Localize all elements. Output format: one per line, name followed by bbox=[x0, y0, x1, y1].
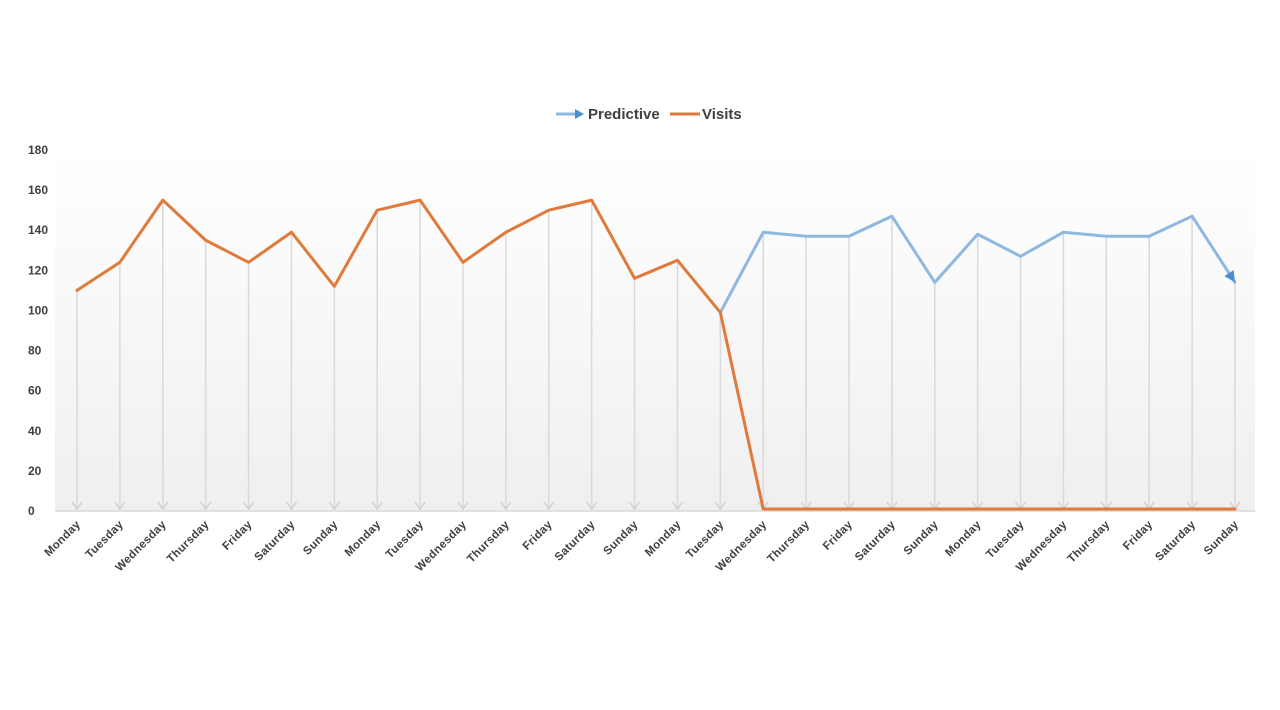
x-tick-label: Friday bbox=[221, 518, 255, 552]
drop-line-arrowhead bbox=[71, 501, 83, 511]
x-tick-label: Sunday bbox=[902, 518, 941, 557]
y-tick-label: 20 bbox=[28, 464, 42, 478]
drop-line-arrowhead bbox=[671, 501, 684, 511]
drop-line-arrowhead bbox=[500, 501, 512, 511]
y-tick-label: 0 bbox=[28, 504, 35, 518]
x-tick-label: Tuesday bbox=[684, 518, 727, 561]
y-tick-label: 60 bbox=[28, 384, 42, 398]
x-tick-label: Sunday bbox=[301, 518, 340, 557]
x-tick-label: Monday bbox=[943, 518, 984, 559]
drop-line-arrowhead bbox=[200, 501, 212, 511]
series-predictive-line bbox=[718, 214, 1237, 314]
x-tick-label: Thursday bbox=[465, 518, 512, 565]
y-tick-label: 120 bbox=[28, 263, 48, 277]
x-tick-label: Thursday bbox=[1066, 518, 1113, 565]
y-axis: 0 20 40 60 80 100 120 140 160 180 bbox=[28, 143, 1255, 518]
x-tick-label: Tuesday bbox=[384, 518, 427, 561]
y-tick-label: 160 bbox=[28, 183, 48, 197]
drop-line-arrowhead bbox=[285, 501, 298, 511]
drop-lines bbox=[71, 200, 1241, 511]
drop-line-arrowhead bbox=[328, 501, 340, 511]
drop-line-arrowhead bbox=[543, 501, 555, 511]
x-tick-label: Friday bbox=[821, 518, 855, 552]
x-tick-label: Friday bbox=[521, 518, 555, 552]
legend-item-visits: Visits bbox=[670, 106, 742, 123]
legend-label-visits: Visits bbox=[702, 106, 742, 123]
x-tick-label: Monday bbox=[43, 518, 84, 559]
x-tick-label: Friday bbox=[1121, 518, 1155, 552]
x-tick-label: Saturday bbox=[1153, 518, 1198, 563]
y-tick-label: 180 bbox=[28, 143, 48, 157]
series-layer bbox=[75, 198, 1237, 511]
drop-line-arrowhead bbox=[242, 501, 255, 511]
x-tick-label: Sunday bbox=[1202, 518, 1241, 557]
drop-line-arrowhead bbox=[457, 501, 469, 511]
legend-arrow-icon bbox=[575, 109, 584, 119]
y-tick-label: 140 bbox=[28, 223, 48, 237]
x-tick-label: Saturday bbox=[253, 518, 298, 563]
drop-line-arrowhead bbox=[586, 501, 598, 511]
legend-item-predictive: Predictive bbox=[556, 106, 660, 123]
x-tick-label: Sunday bbox=[602, 518, 641, 557]
series-predictive-arrowhead bbox=[1224, 270, 1235, 283]
drop-line-arrowhead bbox=[414, 501, 426, 511]
plot-background bbox=[55, 150, 1255, 511]
drop-line-arrowhead bbox=[628, 501, 641, 511]
x-tick-label: Monday bbox=[643, 518, 684, 559]
x-tick-label: Monday bbox=[343, 518, 384, 559]
x-tick-label: Tuesday bbox=[984, 518, 1027, 561]
series-visits-line bbox=[75, 198, 1237, 511]
y-tick-label: 80 bbox=[28, 344, 42, 358]
drop-line-arrowhead bbox=[714, 501, 726, 511]
x-tick-label: Saturday bbox=[853, 518, 898, 563]
x-tick-label: Saturday bbox=[553, 518, 598, 563]
drop-line-arrowhead bbox=[157, 501, 169, 511]
x-tick-label: Thursday bbox=[765, 518, 812, 565]
legend-label-predictive: Predictive bbox=[588, 106, 660, 123]
drop-line-arrowhead bbox=[371, 501, 383, 511]
y-tick-label: 100 bbox=[28, 303, 48, 317]
legend: Predictive Visits bbox=[556, 106, 742, 123]
x-tick-label: Tuesday bbox=[84, 518, 127, 561]
x-tick-label: Thursday bbox=[165, 518, 212, 565]
drop-line-arrowhead bbox=[114, 501, 126, 511]
y-tick-label: 40 bbox=[28, 424, 42, 438]
